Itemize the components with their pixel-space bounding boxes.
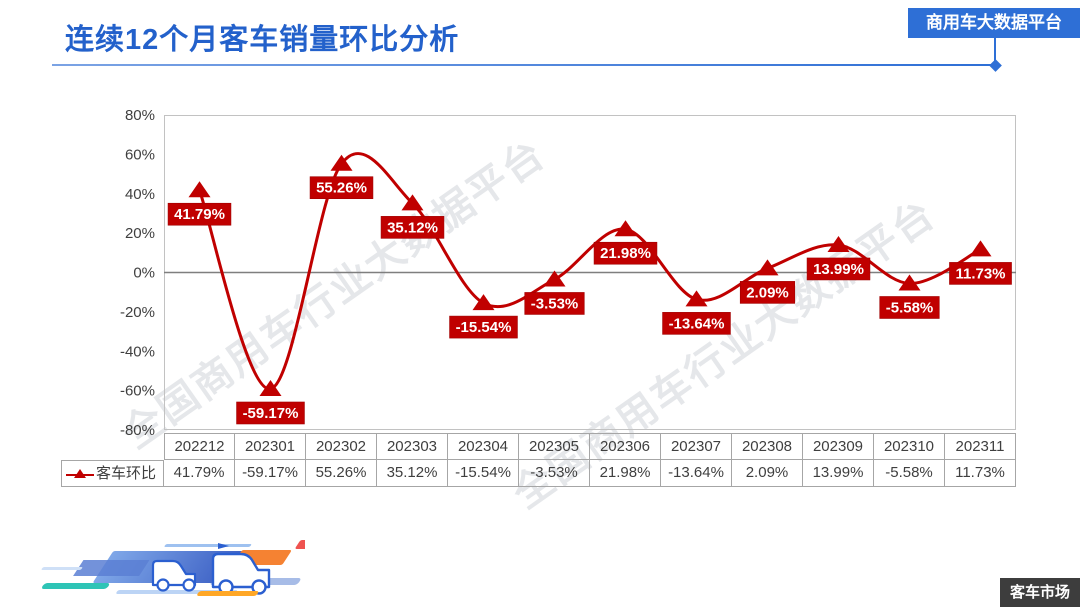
- triangle-marker-icon: [543, 270, 566, 287]
- value-cell: -5.58%: [874, 460, 945, 487]
- triangle-marker-icon: [330, 154, 353, 171]
- svg-text:41.79%: 41.79%: [174, 206, 225, 223]
- triangle-marker-icon: [969, 240, 992, 257]
- data-label: 11.73%: [949, 262, 1012, 285]
- value-cell: -3.53%: [519, 460, 590, 487]
- badge-connector-line: [994, 38, 996, 64]
- data-label: 55.26%: [309, 176, 374, 200]
- data-label: -15.54%: [449, 315, 518, 339]
- month-cell: 202307: [661, 433, 732, 460]
- y-axis-tick-label: 80%: [125, 107, 155, 124]
- chart-data-table: 202212 202301 202302 202303 202304 202305 2023…: [61, 433, 1016, 487]
- month-cell: 202304: [448, 433, 519, 460]
- value-cell: 21.98%: [590, 460, 661, 487]
- data-label: 2.09%: [739, 281, 796, 304]
- svg-text:-3.53%: -3.53%: [531, 295, 579, 312]
- month-cell: 202302: [306, 433, 377, 460]
- y-axis-tick-label: -20%: [120, 304, 155, 321]
- y-axis-tick-label: -40%: [120, 343, 155, 360]
- value-cell: -15.54%: [448, 460, 519, 487]
- y-axis-tick-label: 60%: [125, 146, 155, 163]
- y-axis-tick-label: -60%: [120, 383, 155, 400]
- month-cell: 202311: [945, 433, 1016, 460]
- triangle-marker-icon: [614, 220, 637, 237]
- value-cell: 55.26%: [306, 460, 377, 487]
- speed-trucks-logo: [41, 540, 305, 596]
- data-label: -59.17%: [236, 401, 305, 425]
- triangle-marker-icon: [756, 259, 779, 276]
- svg-text:-15.54%: -15.54%: [456, 319, 512, 336]
- month-cell: 202212: [164, 433, 235, 460]
- value-cell: 41.79%: [164, 460, 235, 487]
- month-cell: 202308: [732, 433, 803, 460]
- value-cell: 2.09%: [732, 460, 803, 487]
- truck-outline-icon: [211, 543, 271, 595]
- svg-text:-59.17%: -59.17%: [243, 405, 299, 422]
- title-underline: [52, 64, 993, 66]
- market-badge: 客车市场: [1000, 578, 1080, 607]
- month-cell: 202306: [590, 433, 661, 460]
- month-cell: 202305: [519, 433, 590, 460]
- page-title: 连续12个月客车销量环比分析: [65, 24, 460, 56]
- svg-text:55.26%: 55.26%: [316, 180, 367, 197]
- triangle-marker-icon: [685, 290, 708, 307]
- svg-text:11.73%: 11.73%: [955, 265, 1005, 282]
- svg-text:13.99%: 13.99%: [813, 261, 864, 278]
- value-cell: 13.99%: [803, 460, 874, 487]
- value-cell: 11.73%: [945, 460, 1016, 487]
- triangle-marker-icon: [827, 235, 850, 252]
- svg-text:-13.64%: -13.64%: [669, 315, 725, 332]
- series-legend: 客车环比: [61, 460, 164, 487]
- svg-text:35.12%: 35.12%: [387, 219, 438, 236]
- legend-label: 客车环比: [96, 464, 157, 482]
- truck-outline-icon: [151, 559, 197, 592]
- triangle-marker-icon: [401, 194, 424, 211]
- svg-text:-5.58%: -5.58%: [886, 299, 934, 316]
- triangle-marker-icon: [188, 181, 211, 198]
- month-cell: 202301: [235, 433, 306, 460]
- triangle-marker-icon: [259, 379, 282, 396]
- svg-text:21.98%: 21.98%: [600, 245, 651, 262]
- data-label: 21.98%: [593, 241, 658, 265]
- table-corner-blank: [61, 433, 164, 460]
- month-cell: 202309: [803, 433, 874, 460]
- month-cell: 202303: [377, 433, 448, 460]
- svg-text:2.09%: 2.09%: [746, 284, 789, 301]
- y-axis-tick-label: -80%: [120, 422, 155, 439]
- data-label: -5.58%: [879, 296, 940, 319]
- month-cell: 202310: [874, 433, 945, 460]
- legend-marker-icon: [66, 468, 94, 478]
- data-label: 35.12%: [380, 216, 445, 239]
- data-label: -3.53%: [524, 292, 585, 315]
- platform-badge: 商用车大数据平台: [908, 8, 1080, 38]
- y-axis-tick-label: 20%: [125, 225, 155, 242]
- data-label: 41.79%: [167, 202, 232, 226]
- triangle-marker-icon: [472, 294, 495, 311]
- y-axis-tick-label: 40%: [125, 186, 155, 203]
- value-cell: -59.17%: [235, 460, 306, 487]
- value-cell: -13.64%: [661, 460, 732, 487]
- triangle-marker-icon: [898, 274, 921, 291]
- value-cell: 35.12%: [377, 460, 448, 487]
- y-axis-tick-label: 0%: [133, 265, 155, 282]
- data-label: 13.99%: [806, 257, 871, 281]
- data-label: -13.64%: [662, 312, 731, 335]
